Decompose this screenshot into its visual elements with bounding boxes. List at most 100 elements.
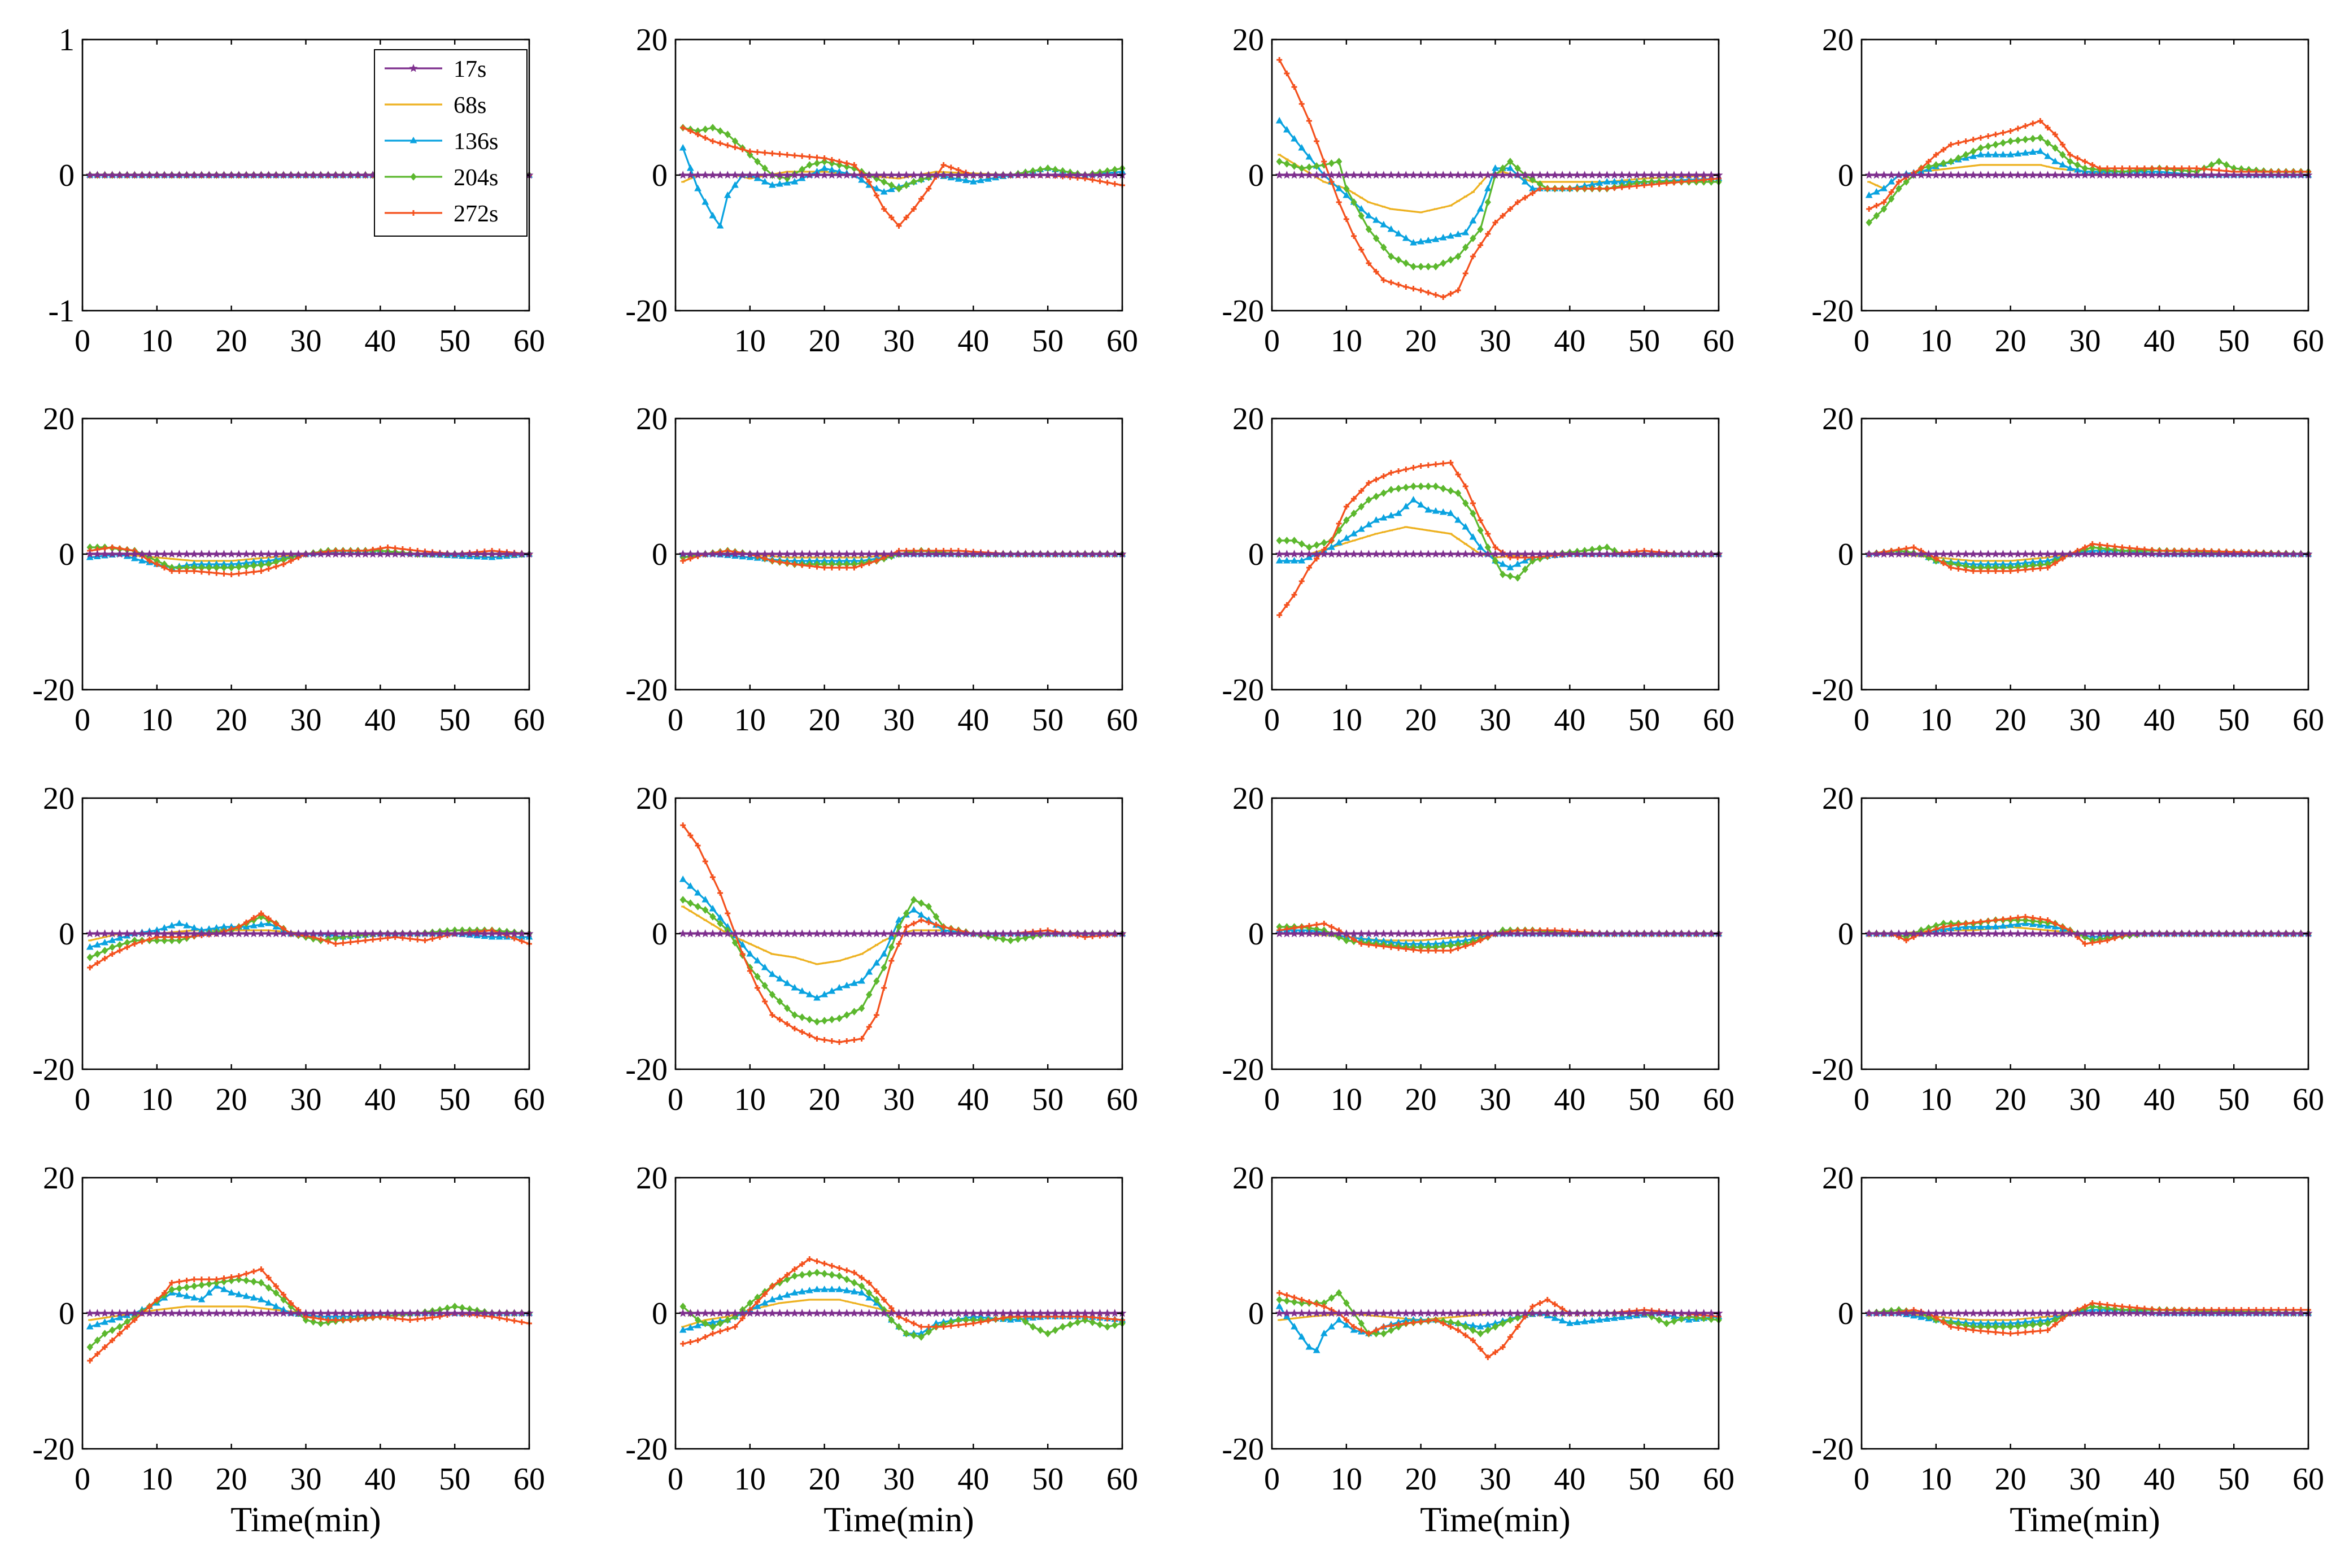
data-point-136s (843, 1286, 851, 1293)
data-point-136s (1291, 1322, 1298, 1330)
data-point-204s (1358, 212, 1365, 220)
data-point-204s (236, 1275, 242, 1283)
legend-label: 204s (454, 165, 498, 191)
data-point-17s (182, 171, 191, 179)
data-point-272s (243, 920, 250, 925)
data-point-17s (1684, 550, 1693, 558)
data-point-17s (421, 929, 429, 938)
data-point-17s (1954, 929, 1963, 938)
y-tick-label: 0 (1838, 917, 1854, 952)
data-point-17s (1483, 171, 1492, 179)
data-point-272s (2037, 118, 2043, 124)
data-point-272s (191, 568, 197, 574)
data-point-136s (701, 198, 709, 205)
data-point-17s (1468, 171, 1478, 179)
data-point-17s (190, 929, 199, 938)
data-point-17s (1999, 929, 2008, 938)
x-tick-label: 10 (1331, 1082, 1362, 1117)
data-point-272s (1336, 521, 1342, 526)
data-point-136s (769, 1295, 776, 1303)
data-point-17s (1655, 171, 1663, 179)
data-point-272s (429, 936, 435, 942)
data-point-17s (790, 550, 799, 558)
data-point-17s (242, 171, 251, 179)
data-point-272s (2112, 935, 2118, 941)
data-point-136s (1402, 502, 1410, 509)
data-point-272s (280, 1292, 286, 1297)
data-point-272s (1604, 186, 1610, 191)
data-point-17s (1058, 1309, 1067, 1317)
data-point-17s (368, 1309, 377, 1317)
data-point-204s (1955, 154, 1962, 162)
data-point-272s (926, 920, 932, 925)
data-point-17s (865, 550, 874, 558)
data-point-17s (1036, 171, 1045, 179)
data-point-136s (1283, 125, 1291, 133)
data-point-272s (2000, 130, 2006, 136)
data-point-17s (768, 929, 777, 938)
data-point-136s (1462, 522, 1470, 530)
data-point-17s (716, 929, 725, 938)
data-point-17s (2215, 550, 2224, 558)
data-point-17s (376, 550, 385, 558)
data-point-17s (1618, 171, 1627, 179)
data-point-17s (1327, 550, 1336, 558)
data-point-17s (272, 1309, 281, 1317)
data-point-17s (249, 929, 258, 938)
x-axis-label: Time(min) (230, 1501, 381, 1539)
data-point-204s (1432, 263, 1439, 271)
data-point-17s (421, 550, 429, 558)
data-point-272s (709, 1331, 716, 1336)
data-point-204s (228, 564, 235, 572)
data-point-204s (1112, 1321, 1118, 1329)
data-point-17s (716, 1309, 725, 1317)
data-point-272s (1693, 177, 1699, 184)
data-point-17s (1969, 171, 1978, 179)
data-point-272s (1492, 545, 1498, 550)
data-point-204s (843, 1275, 850, 1283)
data-point-17s (805, 171, 814, 179)
data-point-136s (101, 938, 108, 946)
data-point-17s (123, 1309, 132, 1317)
data-point-272s (844, 1268, 850, 1273)
data-layer (1275, 921, 1723, 953)
legend-marker (411, 210, 416, 216)
data-point-272s (881, 985, 887, 991)
data-point-17s (1372, 929, 1380, 938)
data-point-272s (799, 1029, 805, 1035)
data-point-17s (190, 550, 199, 558)
data-point-17s (2282, 929, 2290, 938)
x-tick-label: 0 (668, 1082, 683, 1117)
data-point-204s (1343, 516, 1350, 524)
data-point-17s (813, 1309, 822, 1317)
data-point-272s (791, 1026, 797, 1031)
data-point-204s (1462, 1323, 1469, 1331)
data-point-17s (197, 550, 206, 558)
x-tick-label: 40 (957, 324, 989, 359)
data-point-272s (2023, 914, 2029, 920)
data-point-272s (799, 153, 805, 159)
data-point-17s (1520, 171, 1529, 179)
data-point-272s (228, 572, 234, 577)
data-point-136s (1581, 1317, 1589, 1325)
data-point-17s (316, 171, 325, 179)
data-point-136s (679, 143, 687, 151)
data-point-272s (739, 146, 746, 153)
data-point-17s (961, 171, 970, 179)
x-tick-label: 40 (1554, 703, 1585, 738)
data-point-17s (152, 171, 162, 179)
data-point-17s (1692, 550, 1701, 558)
data-point-17s (924, 171, 933, 179)
data-point-17s (1565, 550, 1574, 558)
data-point-17s (286, 929, 295, 938)
data-point-17s (783, 550, 792, 558)
data-point-17s (999, 171, 1008, 179)
data-point-204s (258, 1279, 265, 1287)
data-point-17s (495, 1309, 504, 1317)
data-point-17s (242, 550, 251, 558)
data-point-272s (777, 559, 783, 565)
data-point-136s (821, 1285, 829, 1292)
data-point-17s (2177, 550, 2186, 558)
data-point-17s (1595, 550, 1604, 558)
data-point-17s (391, 550, 400, 558)
